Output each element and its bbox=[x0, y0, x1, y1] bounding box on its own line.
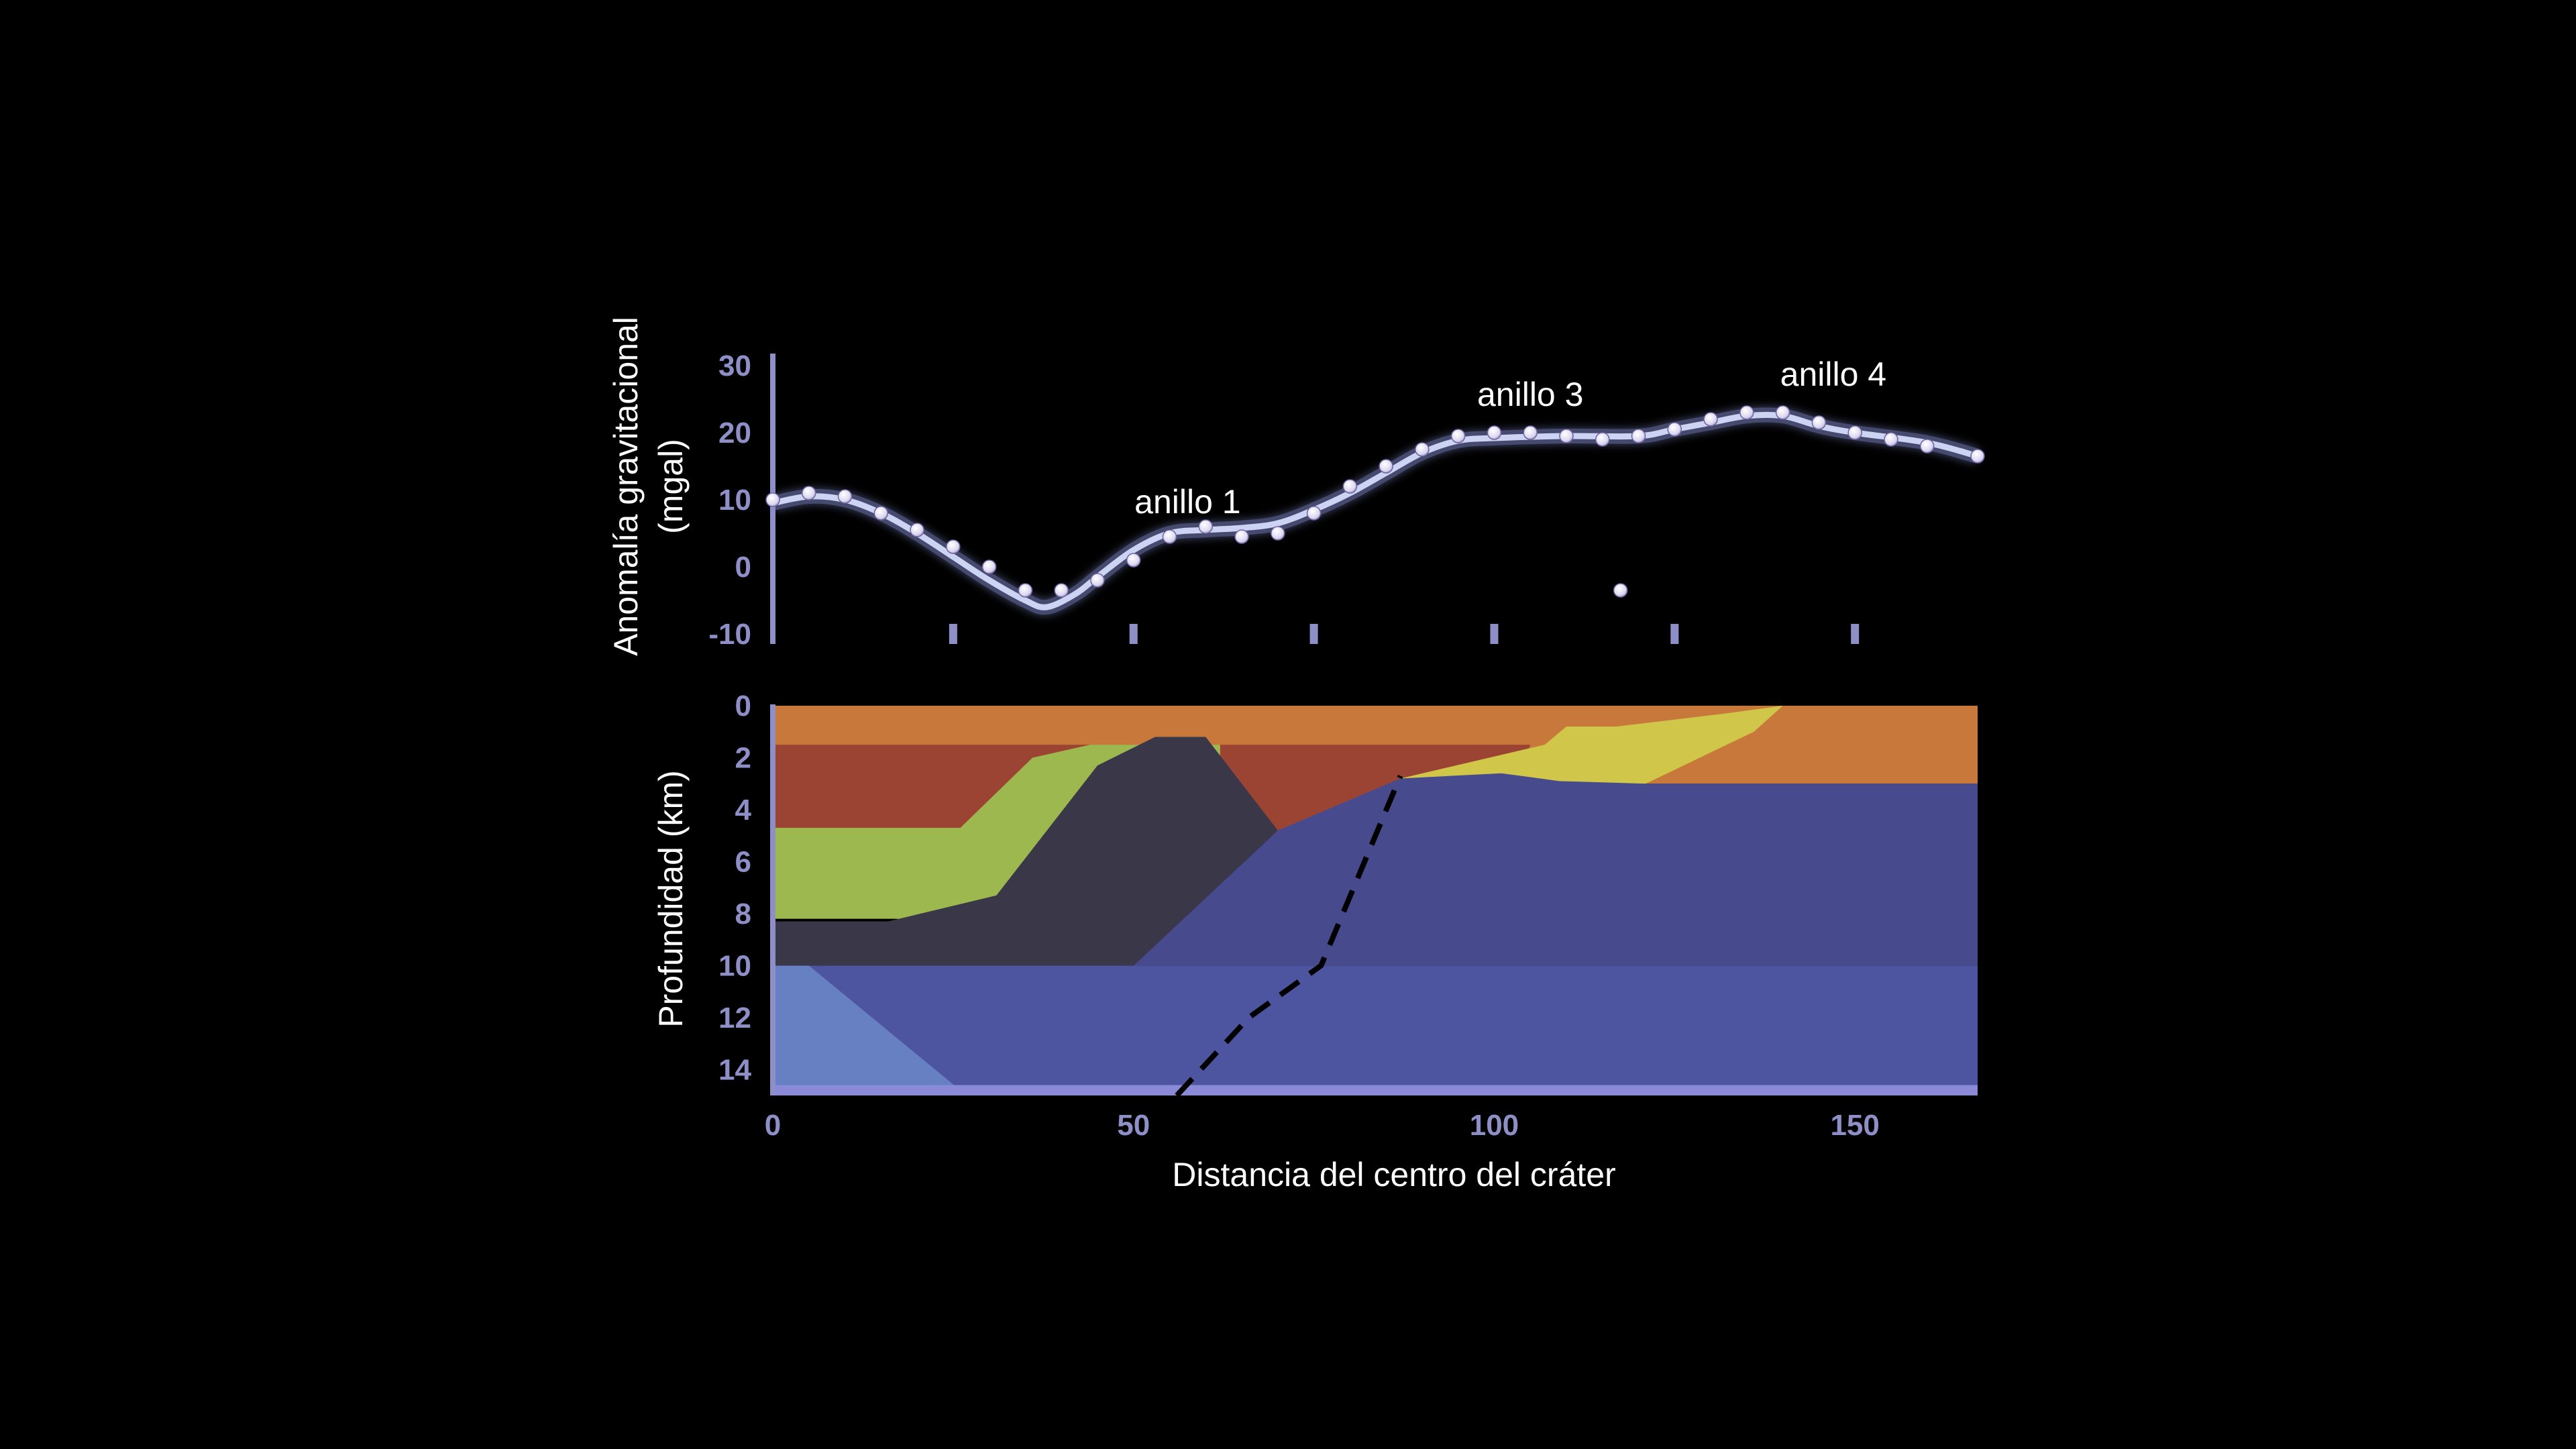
depth-x-ticks: 0 50 100 150 bbox=[765, 1109, 1880, 1142]
depth-section-panel: Profundidad (km) 0 2 4 6 8 10 12 14 0 50 100 150 D… bbox=[652, 690, 1978, 1193]
ring-annotation: anillo 3 bbox=[1477, 376, 1583, 413]
ring-marker bbox=[1490, 624, 1499, 644]
observed-point bbox=[1613, 583, 1628, 598]
gravity-y-tick-label: -10 bbox=[708, 618, 751, 651]
model-curve-line bbox=[772, 411, 1979, 610]
layer-basement-bottom-band bbox=[773, 1085, 1978, 1095]
observed-point bbox=[1775, 405, 1790, 420]
observed-point bbox=[1090, 573, 1105, 588]
observed-point bbox=[981, 559, 997, 574]
geologic-layers bbox=[773, 706, 1978, 1095]
observed-point bbox=[1198, 519, 1214, 534]
ring-annotation: anillo 1 bbox=[1134, 483, 1240, 521]
depth-y-ticks: 0 2 4 6 8 10 12 14 bbox=[718, 690, 751, 1086]
depth-x-tick-label: 50 bbox=[1117, 1109, 1150, 1142]
observed-point bbox=[1234, 529, 1249, 544]
model-curve bbox=[771, 407, 1980, 615]
ring-markers bbox=[949, 624, 1860, 644]
observed-point bbox=[1271, 526, 1285, 541]
layer-basement-lower bbox=[773, 965, 1978, 1091]
ring-marker bbox=[1851, 624, 1860, 644]
gravity-y-label-line-2: (mgal) bbox=[652, 439, 690, 534]
depth-y-tick-label: 4 bbox=[735, 794, 752, 826]
observed-point bbox=[1523, 425, 1538, 440]
observed-point bbox=[1884, 432, 1898, 447]
layer-basement-wedge bbox=[773, 965, 961, 1091]
observed-point bbox=[1919, 439, 1935, 453]
observed-point bbox=[1667, 422, 1682, 437]
gravity-y-ticks: 30 20 10 0 -10 bbox=[708, 350, 751, 651]
observed-point bbox=[1487, 425, 1502, 440]
observed-point bbox=[1811, 415, 1827, 430]
observed-point bbox=[1703, 412, 1718, 427]
layer-crust-upper bbox=[1133, 773, 1978, 966]
observed-point bbox=[1970, 449, 1985, 464]
observed-point bbox=[1450, 429, 1466, 443]
observed-point bbox=[910, 523, 924, 537]
layer-yellow-layer bbox=[1400, 706, 1783, 784]
depth-y-tick-label: 14 bbox=[718, 1053, 751, 1086]
observed-point bbox=[1739, 405, 1754, 420]
observed-point bbox=[1559, 429, 1574, 443]
gravity-y-tick-label: 20 bbox=[718, 417, 751, 449]
observed-point bbox=[946, 539, 961, 554]
gravity-y-label-line-1: Anomalía gravitacional bbox=[607, 317, 645, 656]
ring-marker bbox=[949, 624, 957, 644]
observed-point bbox=[765, 492, 780, 507]
gravity-y-tick-label: 0 bbox=[735, 551, 751, 584]
observed-point bbox=[1631, 429, 1646, 443]
depth-x-tick-label: 150 bbox=[1830, 1109, 1879, 1142]
ring-marker bbox=[1309, 624, 1318, 644]
fault-line-group bbox=[1175, 775, 1403, 1097]
depth-x-axis-label: Distancia del centro del cráter bbox=[1172, 1156, 1615, 1193]
depth-x-tick-label: 0 bbox=[765, 1109, 781, 1142]
depth-y-axis-label: Profundidad (km) bbox=[652, 770, 690, 1028]
gravity-y-tick-label: 30 bbox=[718, 350, 751, 382]
observed-point bbox=[1162, 529, 1177, 544]
depth-y-tick-label: 10 bbox=[718, 949, 751, 982]
model-curve-glow bbox=[771, 407, 1980, 615]
fault-line bbox=[1175, 775, 1403, 1097]
observed-point bbox=[1595, 432, 1610, 447]
gravity-y-axis-label: Anomalía gravitacional (mgal) bbox=[607, 317, 690, 656]
observed-point bbox=[1342, 479, 1358, 494]
depth-y-tick-label: 6 bbox=[735, 845, 751, 878]
observed-point bbox=[1415, 442, 1430, 457]
observed-point bbox=[1054, 583, 1069, 598]
observed-point bbox=[837, 489, 853, 504]
depth-y-tick-label: 8 bbox=[735, 898, 751, 930]
gravity-anomaly-panel: Anomalía gravitacional (mgal) 30 20 10 0 -10… bbox=[607, 317, 1985, 656]
gravity-y-tick-label: 10 bbox=[718, 484, 751, 517]
observed-point bbox=[1847, 425, 1862, 440]
depth-y-tick-label: 0 bbox=[735, 690, 751, 722]
observed-points bbox=[765, 405, 1985, 598]
ring-marker bbox=[1670, 624, 1679, 644]
depth-y-tick-label: 12 bbox=[718, 1002, 751, 1034]
observed-point bbox=[1126, 553, 1141, 568]
observed-point bbox=[802, 486, 816, 500]
ring-marker bbox=[1129, 624, 1138, 644]
depth-x-tick-label: 100 bbox=[1470, 1109, 1519, 1142]
observed-point bbox=[873, 506, 889, 521]
layer-dark-uplift bbox=[773, 737, 1278, 966]
ring-annotations: anillo 1 anillo 3 anillo 4 bbox=[1134, 356, 1886, 521]
observed-point bbox=[1306, 506, 1322, 521]
observed-point bbox=[1018, 583, 1033, 598]
depth-y-tick-label: 2 bbox=[735, 741, 751, 774]
observed-point bbox=[1379, 459, 1393, 474]
ring-annotation: anillo 4 bbox=[1780, 356, 1886, 393]
